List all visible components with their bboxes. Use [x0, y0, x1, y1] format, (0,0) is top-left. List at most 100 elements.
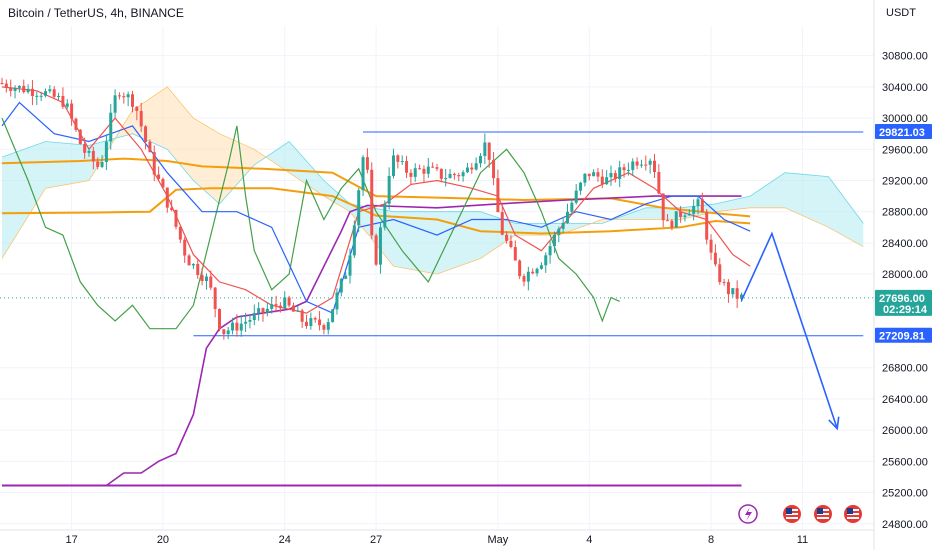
candle-body: [148, 141, 152, 153]
us-flag-event-icon[interactable]: [844, 505, 862, 523]
candle-body: [248, 320, 252, 322]
candle-body: [387, 175, 391, 204]
candle-body: [383, 203, 387, 228]
candle-body: [666, 220, 670, 222]
y-tick-label: 29200.00: [882, 175, 928, 187]
candle-body: [44, 91, 47, 96]
time-axis[interactable]: 17 20 24 27 May 4 8 11: [0, 529, 874, 546]
candle-body: [204, 276, 208, 282]
candle-body: [200, 275, 204, 282]
candle-body: [418, 168, 422, 170]
candle-body: [570, 202, 574, 212]
candle-body: [639, 164, 643, 166]
y-tick-label: 25200.00: [882, 488, 928, 500]
candle-body: [618, 167, 622, 179]
candle-body: [431, 166, 435, 168]
y-tick-label: 25600.00: [882, 456, 928, 468]
candle-body: [78, 129, 82, 145]
candle-body: [487, 142, 491, 160]
y-tick-label: 30400.00: [882, 82, 928, 94]
candle-body: [622, 167, 626, 171]
candle-body: [83, 144, 87, 153]
candle-body: [235, 322, 239, 331]
candle-body: [226, 330, 230, 335]
candle-body: [30, 88, 34, 96]
candle-body: [513, 247, 517, 261]
candle-body: [566, 211, 569, 223]
candle-body: [352, 225, 356, 256]
lightning-event-icon[interactable]: [738, 504, 758, 524]
candle-body: [465, 167, 469, 173]
cloud-segment: [615, 172, 864, 247]
candle-body: [65, 103, 69, 107]
candle-body: [122, 96, 126, 98]
grid: [0, 0, 875, 550]
candle-body: [409, 172, 413, 177]
candle-body: [670, 220, 674, 228]
price-tag-label: 29821.03: [879, 127, 925, 139]
us-flag-event-icon[interactable]: [814, 505, 832, 523]
candle-body: [600, 176, 604, 185]
candle-body: [653, 160, 656, 173]
x-tick-label: May: [488, 534, 509, 546]
candle-body: [474, 163, 478, 170]
candle-body: [657, 172, 661, 194]
candle-body: [626, 169, 630, 171]
candle-body: [183, 239, 187, 256]
candle-body: [674, 211, 678, 228]
candle-body: [500, 212, 504, 235]
candle-body: [605, 177, 609, 185]
candle-body: [718, 264, 722, 283]
candle-body: [683, 215, 687, 218]
candle-body: [126, 94, 130, 98]
candle-body: [452, 173, 456, 176]
candle-body: [592, 172, 596, 177]
x-tick-label: 27: [370, 534, 382, 546]
candle-body: [174, 209, 178, 227]
price-tag-label: 27696.00: [879, 293, 925, 305]
candle-body: [9, 87, 13, 91]
candle-body: [109, 112, 113, 142]
candle-body: [165, 187, 169, 208]
candle-body: [579, 182, 583, 191]
projection-arrowhead: [828, 416, 840, 431]
candle-body: [435, 167, 439, 169]
candle-body: [413, 168, 417, 177]
chikou-span: [1, 117, 620, 330]
candle-body: [461, 172, 465, 177]
price-axis[interactable]: USDT 30800.00 30400.00 30000.00 29600.00 292…: [882, 7, 928, 531]
candle-body: [313, 318, 317, 320]
candle-body: [378, 227, 382, 265]
y-tick-label: 28800.00: [882, 207, 928, 219]
candle-body: [692, 206, 696, 214]
candle-body: [587, 173, 591, 177]
candle-body: [374, 235, 378, 265]
candle-body: [339, 278, 343, 293]
candle-body: [740, 294, 743, 299]
candle-body: [70, 103, 74, 119]
candle-body: [583, 173, 587, 183]
candle-body: [331, 309, 335, 323]
candle-body: [300, 310, 304, 322]
candle-body: [252, 313, 256, 321]
y-tick-label: 28000.00: [882, 269, 928, 281]
candle-body: [357, 190, 361, 226]
candle-body: [731, 288, 735, 295]
candle-body: [22, 85, 26, 93]
projection-path: [740, 231, 838, 429]
y-tick-label: 28400.00: [882, 238, 928, 250]
candle-body: [39, 95, 43, 97]
candle-body: [700, 199, 704, 213]
candle-body: [483, 142, 487, 156]
us-flag-event-icon[interactable]: [783, 505, 801, 523]
candle-body: [552, 234, 556, 247]
event-icons[interactable]: [738, 504, 862, 524]
candle-body: [448, 173, 452, 179]
candle-body: [400, 161, 404, 163]
candle-body: [518, 260, 522, 277]
candle-body: [544, 255, 548, 266]
horizontal-levels: [0, 131, 874, 487]
candle-body: [170, 207, 174, 210]
